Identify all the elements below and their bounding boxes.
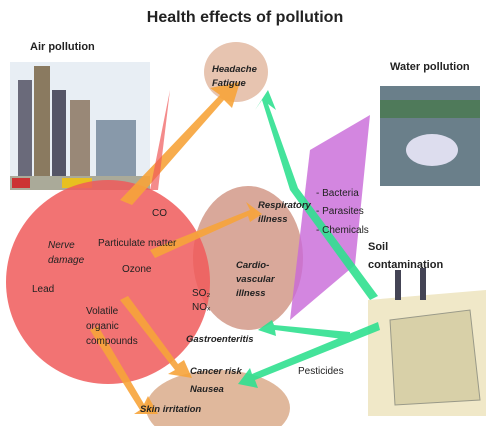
soil-image bbox=[368, 268, 486, 416]
pollutant: Lead bbox=[32, 284, 54, 295]
pollutant: - Chemicals bbox=[316, 225, 369, 236]
effect: vascular bbox=[236, 274, 276, 285]
effect: Respiratory bbox=[258, 200, 312, 211]
pollutant: CO bbox=[152, 208, 167, 219]
pollutant: - Parasites bbox=[316, 206, 364, 217]
pollutant: organic bbox=[86, 321, 119, 332]
effect: Headache bbox=[212, 64, 258, 75]
pollutant: Volatile bbox=[86, 306, 119, 317]
pollutant: compounds bbox=[86, 336, 138, 347]
effect: Gastroenteritis bbox=[186, 334, 254, 345]
effect: Skin irritation bbox=[140, 404, 201, 415]
pollutant: Ozone bbox=[122, 264, 152, 275]
source-label: Water pollution bbox=[390, 61, 470, 73]
effect: Cancer risk bbox=[190, 366, 242, 377]
effect: Cardio- bbox=[236, 260, 269, 271]
effect: Fatigue bbox=[212, 78, 246, 89]
diagram: Health effects of pollution Air pollutio… bbox=[0, 0, 486, 426]
pollutant: SO₂ bbox=[192, 288, 210, 299]
source-label: Soil bbox=[368, 241, 388, 253]
pollutant: Particulate matter bbox=[98, 238, 177, 249]
pollutant: Pesticides bbox=[298, 366, 344, 377]
pollutant: - Bacteria bbox=[316, 188, 359, 199]
source-label: Air pollution bbox=[30, 41, 95, 53]
pollutant: Nerve bbox=[48, 240, 75, 251]
city-image bbox=[10, 62, 150, 190]
water-image bbox=[380, 86, 480, 186]
source-label: contamination bbox=[368, 259, 443, 271]
body bbox=[146, 370, 290, 426]
pollutant: damage bbox=[48, 255, 85, 266]
air-beam bbox=[150, 90, 170, 190]
effect: illness bbox=[236, 288, 266, 299]
pollutant: NOₓ bbox=[192, 302, 211, 313]
effect: illness bbox=[258, 214, 288, 225]
effect: Nausea bbox=[190, 384, 224, 395]
water-triangle bbox=[290, 115, 370, 320]
title: Health effects of pollution bbox=[147, 9, 343, 26]
